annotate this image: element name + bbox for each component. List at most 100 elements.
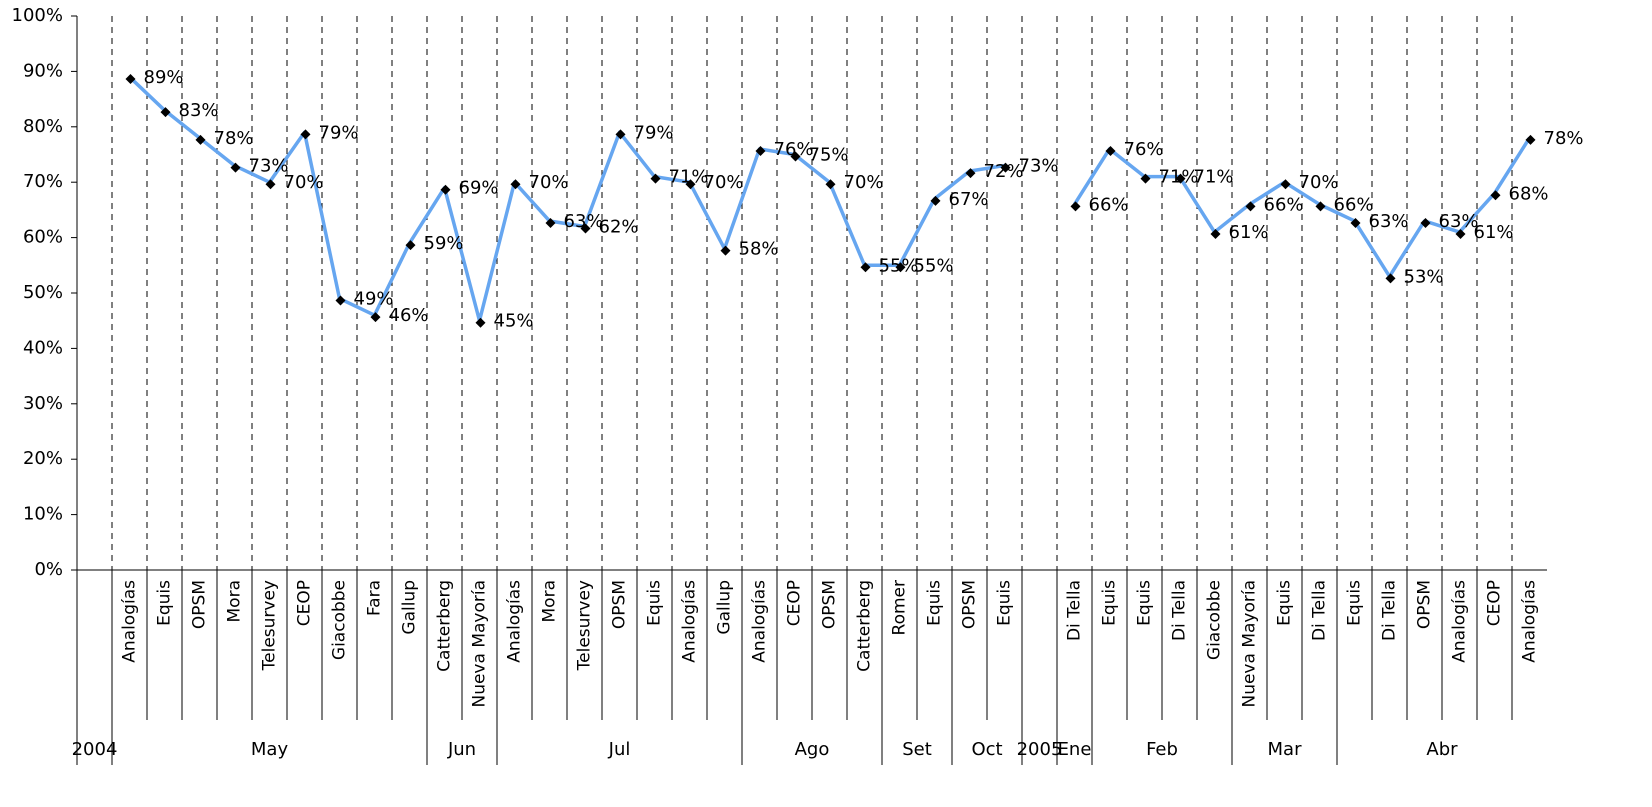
data-label: 71% bbox=[1194, 167, 1234, 188]
marker bbox=[160, 107, 171, 118]
data-label: 70% bbox=[529, 172, 569, 193]
data-label: 76% bbox=[774, 139, 814, 160]
x-tick-label: Di Tella bbox=[1310, 580, 1330, 641]
x-tick-label: Romer bbox=[890, 580, 910, 635]
data-label: 53% bbox=[1404, 266, 1444, 287]
x-tick-label: Mora bbox=[225, 580, 245, 622]
x-tick-label: Nueva Mayoría bbox=[470, 580, 490, 708]
x-tick-label: Nueva Mayoría bbox=[1240, 580, 1260, 708]
marker bbox=[825, 179, 836, 190]
data-label: 72% bbox=[984, 161, 1024, 182]
data-label: 76% bbox=[1124, 139, 1164, 160]
data-label: 70% bbox=[844, 172, 884, 193]
marker bbox=[1210, 229, 1221, 240]
group-label: Ene bbox=[1058, 739, 1092, 760]
y-tick-label: 10% bbox=[23, 504, 63, 525]
x-tick-label: Analogías bbox=[505, 580, 525, 663]
group-label: 2004 bbox=[72, 739, 118, 760]
data-label: 70% bbox=[284, 172, 324, 193]
x-tick-label: Analogías bbox=[680, 580, 700, 663]
data-label: 63% bbox=[1439, 211, 1479, 232]
marker bbox=[1280, 179, 1291, 190]
marker bbox=[1315, 201, 1326, 212]
data-label: 69% bbox=[459, 178, 499, 199]
marker bbox=[1455, 229, 1466, 240]
marker bbox=[1420, 217, 1431, 228]
group-label: Jul bbox=[608, 739, 631, 760]
x-tick-label: Di Tella bbox=[1065, 580, 1085, 641]
marker bbox=[510, 179, 521, 190]
group-label: May bbox=[251, 739, 289, 760]
x-tick-label: Equis bbox=[155, 580, 175, 626]
y-tick-label: 80% bbox=[23, 116, 63, 137]
x-tick-label: Analogías bbox=[1450, 580, 1470, 663]
x-tick-label: Equis bbox=[1345, 580, 1365, 626]
x-tick-label: Di Tella bbox=[1380, 580, 1400, 641]
x-tick-label: Gallup bbox=[400, 580, 420, 635]
marker bbox=[125, 73, 136, 84]
data-label: 78% bbox=[214, 128, 254, 149]
data-label: 55% bbox=[914, 255, 954, 276]
marker bbox=[1140, 173, 1151, 184]
marker bbox=[685, 179, 696, 190]
data-label: 45% bbox=[494, 311, 534, 332]
data-label: 61% bbox=[1229, 222, 1269, 243]
x-tick-label: Analogías bbox=[750, 580, 770, 663]
marker bbox=[230, 162, 241, 173]
marker bbox=[860, 262, 871, 273]
marker bbox=[755, 145, 766, 156]
x-tick-label: Analogías bbox=[120, 580, 140, 663]
x-tick-label: Gallup bbox=[715, 580, 735, 635]
data-label: 70% bbox=[704, 172, 744, 193]
marker bbox=[1385, 273, 1396, 284]
data-label: 70% bbox=[1299, 172, 1339, 193]
data-label: 68% bbox=[1509, 183, 1549, 204]
marker bbox=[1175, 173, 1186, 184]
data-label: 67% bbox=[949, 189, 989, 210]
group-label: 2005 bbox=[1017, 739, 1063, 760]
x-tick-label: OPSM bbox=[190, 580, 210, 629]
marker bbox=[650, 173, 661, 184]
y-tick-label: 50% bbox=[23, 282, 63, 303]
data-label: 66% bbox=[1089, 194, 1129, 215]
data-label: 63% bbox=[1369, 211, 1409, 232]
marker bbox=[1525, 134, 1536, 145]
group-label: Oct bbox=[971, 739, 1002, 760]
y-tick-label: 30% bbox=[23, 393, 63, 414]
x-tick-label: OPSM bbox=[960, 580, 980, 629]
data-label: 73% bbox=[249, 156, 289, 177]
x-tick-label: Catterberg bbox=[855, 580, 875, 672]
data-label: 89% bbox=[144, 67, 184, 88]
x-tick-label: Mora bbox=[540, 580, 560, 622]
x-tick-label: OPSM bbox=[820, 580, 840, 629]
marker bbox=[265, 179, 276, 190]
marker bbox=[930, 195, 941, 206]
marker bbox=[615, 129, 626, 140]
x-tick-label: Telesurvey bbox=[575, 580, 595, 671]
data-label: 49% bbox=[354, 289, 394, 310]
y-tick-label: 100% bbox=[12, 5, 63, 26]
group-label: Set bbox=[902, 739, 932, 760]
data-label: 62% bbox=[599, 217, 639, 238]
data-label: 71% bbox=[669, 167, 709, 188]
y-tick-label: 60% bbox=[23, 227, 63, 248]
x-tick-label: Giacobbe bbox=[1205, 580, 1225, 660]
marker bbox=[1245, 201, 1256, 212]
data-label: 59% bbox=[424, 233, 464, 254]
data-label: 79% bbox=[319, 122, 359, 143]
x-tick-label: OPSM bbox=[610, 580, 630, 629]
y-tick-label: 40% bbox=[23, 337, 63, 358]
group-label: Jun bbox=[447, 739, 476, 760]
data-label: 83% bbox=[179, 100, 219, 121]
marker bbox=[965, 168, 976, 179]
x-tick-label: Di Tella bbox=[1170, 580, 1190, 641]
data-label: 75% bbox=[809, 145, 849, 166]
x-tick-label: Equis bbox=[1275, 580, 1295, 626]
x-tick-label: Analogías bbox=[1520, 580, 1540, 663]
marker bbox=[440, 184, 451, 195]
marker bbox=[300, 129, 311, 140]
x-tick-label: CEOP bbox=[295, 580, 315, 626]
marker bbox=[195, 134, 206, 145]
x-tick-label: Equis bbox=[995, 580, 1015, 626]
data-line bbox=[128, 75, 1531, 323]
